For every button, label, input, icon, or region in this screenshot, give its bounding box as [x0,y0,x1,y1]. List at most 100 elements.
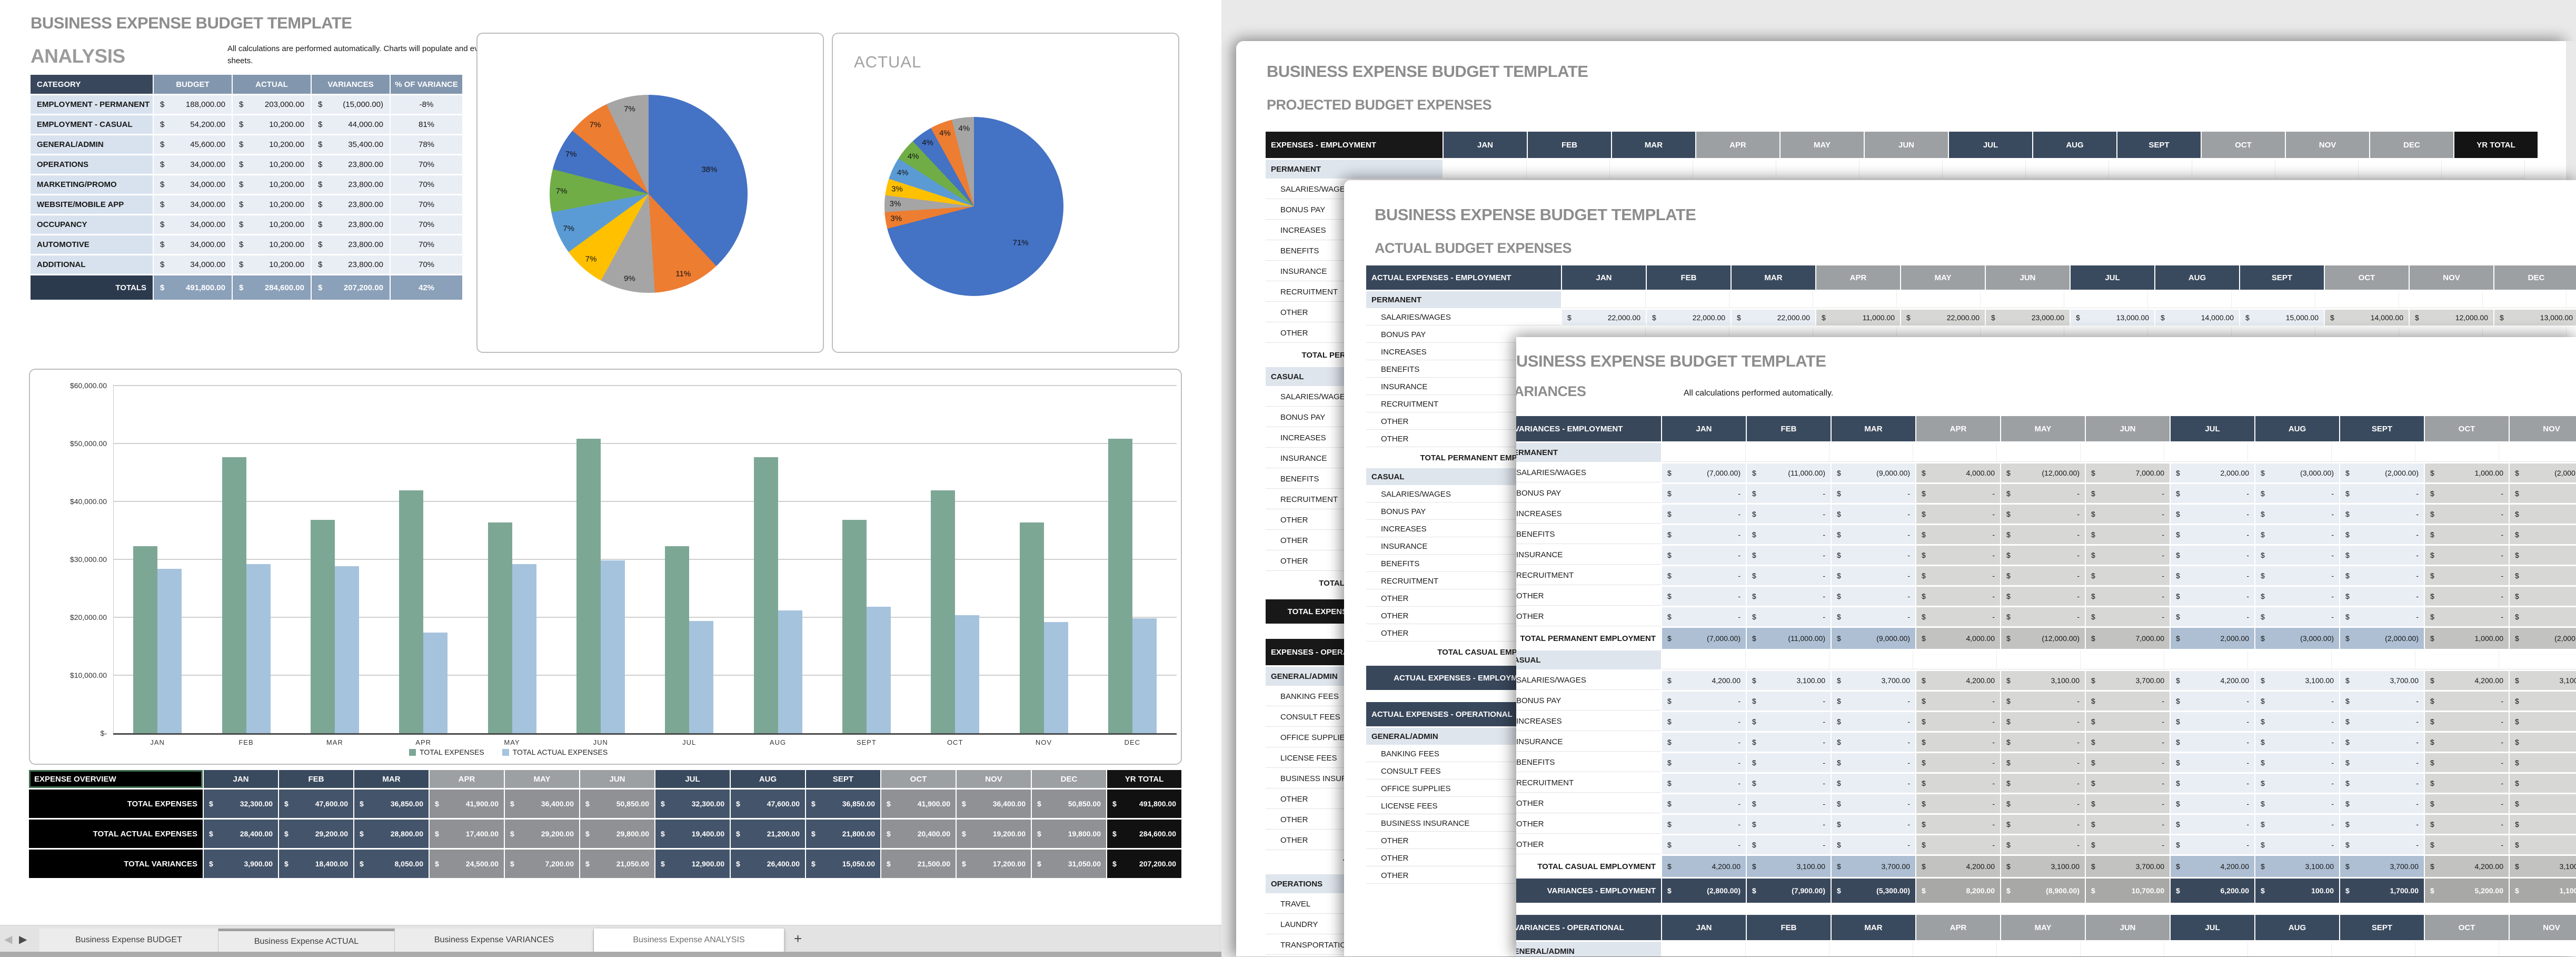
value-cell[interactable] [1693,160,1776,179]
value-cell[interactable] [2109,160,2192,179]
value-cell[interactable]: $ (9,000.00) [1832,628,1915,649]
overview-month-header[interactable]: FEB [279,770,353,788]
month-header-cell[interactable]: AUG [2255,416,2339,441]
value-cell[interactable]: $- [2001,774,2085,793]
overview-month-header[interactable]: NOV [957,770,1031,788]
value-cell[interactable]: $15,000.00 [2240,310,2324,325]
value-cell[interactable]: $10,700.00 [2086,879,2170,903]
overview-month-header[interactable]: SEPT [806,770,880,788]
value-cell[interactable]: $- [2086,505,2170,524]
value-cell[interactable] [2315,291,2399,308]
value-cell[interactable] [2248,942,2332,956]
overview-value-cell[interactable]: $21,050.00 [580,850,654,878]
month-header-cell[interactable]: OCT [2425,915,2509,940]
row-label-cell[interactable]: RECRUITMENT [1516,566,1661,585]
analysis-header-cell[interactable]: VARIANCES [312,75,390,94]
overview-value-cell[interactable]: $17,400.00 [430,820,504,848]
overview-value-cell[interactable]: $284,600.00 [1107,820,1181,848]
row-label-cell[interactable]: INCREASES [1516,712,1661,731]
overview-value-cell[interactable]: $36,400.00 [957,790,1031,818]
bar-total-expenses[interactable] [488,522,512,733]
month-header-cell[interactable]: MAY [1781,132,1864,158]
month-header-cell[interactable]: JUN [2086,416,2170,441]
overview-value-cell[interactable]: $207,200.00 [1107,850,1181,878]
value-cell[interactable] [1829,650,1913,669]
value-cell[interactable]: $3,100.00 [2001,671,2085,690]
value-cell[interactable]: $4,200.00 [1662,671,1746,690]
overview-value-cell[interactable]: $17,200.00 [957,850,1031,878]
row-label-cell[interactable]: SALARIES/WAGES [1366,487,1561,502]
value-cell[interactable] [1829,942,1913,956]
analysis-header-cell[interactable]: ACTUAL [233,75,311,94]
value-cell[interactable] [2026,160,2109,179]
overview-value-cell[interactable]: $29,200.00 [505,820,579,848]
row-label-cell[interactable]: OTHER [1366,833,1561,849]
value-cell[interactable]: $- [2340,753,2424,772]
value-cell[interactable] [1746,942,1829,956]
row-label-cell[interactable]: CONSULT FEES [1366,764,1561,780]
value-cell[interactable]: $- [2510,525,2576,544]
value-cell[interactable]: $- [2086,774,2170,793]
row-label-cell[interactable]: OFFICE SUPPLIES [1366,781,1561,797]
value-cell[interactable]: $- [1916,566,2000,585]
value-cell[interactable] [2332,443,2415,462]
analysis-category-cell[interactable]: OPERATIONS [31,155,153,174]
value-cell[interactable]: $- [2510,607,2576,626]
value-cell[interactable]: $3,700.00 [2086,671,2170,690]
row-label-cell[interactable]: LICENSE FEES [1366,798,1561,814]
value-cell[interactable]: $- [2001,753,2085,772]
value-cell[interactable]: $- [2086,484,2170,503]
row-label-cell[interactable]: PERMANENT [1266,160,1443,179]
value-cell[interactable]: $14,000.00 [2155,310,2239,325]
value-cell[interactable] [1943,160,2026,179]
value-cell[interactable]: $- [1916,484,2000,503]
value-cell[interactable]: $- [1662,794,1746,813]
value-cell[interactable]: $- [1916,835,2000,854]
value-cell[interactable]: $- [2340,712,2424,731]
month-header-cell[interactable]: JAN [1444,132,1527,158]
overview-corner-cell[interactable]: EXPENSE OVERVIEW [29,770,203,788]
value-cell[interactable]: $- [2255,587,2339,606]
value-cell[interactable]: $- [2510,835,2576,854]
value-cell[interactable]: $- [2171,835,2254,854]
value-cell[interactable]: $12,000.00 [2410,310,2493,325]
value-cell[interactable]: $11,000.00 [1816,310,1900,325]
month-header-cell[interactable]: MAR [1612,132,1695,158]
value-cell[interactable] [2415,942,2499,956]
analysis-header-cell[interactable]: CATEGORY [31,75,153,94]
overview-value-cell[interactable]: $491,800.00 [1107,790,1181,818]
row-label-cell[interactable]: OTHER [1366,414,1561,430]
value-cell[interactable]: $- [2340,607,2424,626]
value-cell[interactable] [2232,291,2315,308]
analysis-category-cell[interactable]: EMPLOYMENT - PERMANENT [31,95,153,114]
value-cell[interactable]: $- [2340,587,2424,606]
value-cell[interactable]: $- [1916,525,2000,544]
value-cell[interactable]: $- [1916,712,2000,731]
value-cell[interactable] [2332,942,2415,956]
value-cell[interactable]: $- [1662,546,1746,565]
row-label-cell[interactable]: INSURANCE [1516,733,1661,752]
value-cell[interactable]: $- [2510,815,2576,834]
value-cell[interactable]: $3,100.00 [2255,856,2339,877]
analysis-pct-cell[interactable]: -8% [391,95,462,114]
value-cell[interactable]: $- [2171,587,2254,606]
analysis-value-cell[interactable]: $10,200.00 [233,175,311,194]
value-cell[interactable]: $- [1832,815,1915,834]
bar-total-expenses[interactable] [576,438,601,733]
month-header-cell[interactable]: DEC [2494,265,2576,290]
value-cell[interactable]: $- [1832,566,1915,585]
overview-month-header[interactable]: AUG [731,770,805,788]
value-cell[interactable]: $- [2255,794,2339,813]
row-label-cell[interactable]: TOTAL CASUAL EMPLOYMENT [1537,862,1656,871]
analysis-value-cell[interactable]: $10,200.00 [233,115,311,134]
value-cell[interactable]: $- [1832,587,1915,606]
analysis-category-cell[interactable]: GENERAL/ADMIN [31,135,153,154]
analysis-category-cell[interactable]: OCCUPANCY [31,215,153,234]
bar-total-expenses[interactable] [1108,438,1132,733]
value-cell[interactable] [2359,160,2442,179]
sheet-tab-actual[interactable]: Business Expense ACTUAL [218,929,395,952]
value-cell[interactable]: $- [1662,815,1746,834]
value-cell[interactable]: $- [2086,794,2170,813]
value-cell[interactable]: $- [1662,484,1746,503]
value-cell[interactable]: $ (7,000.00) [1662,463,1746,482]
